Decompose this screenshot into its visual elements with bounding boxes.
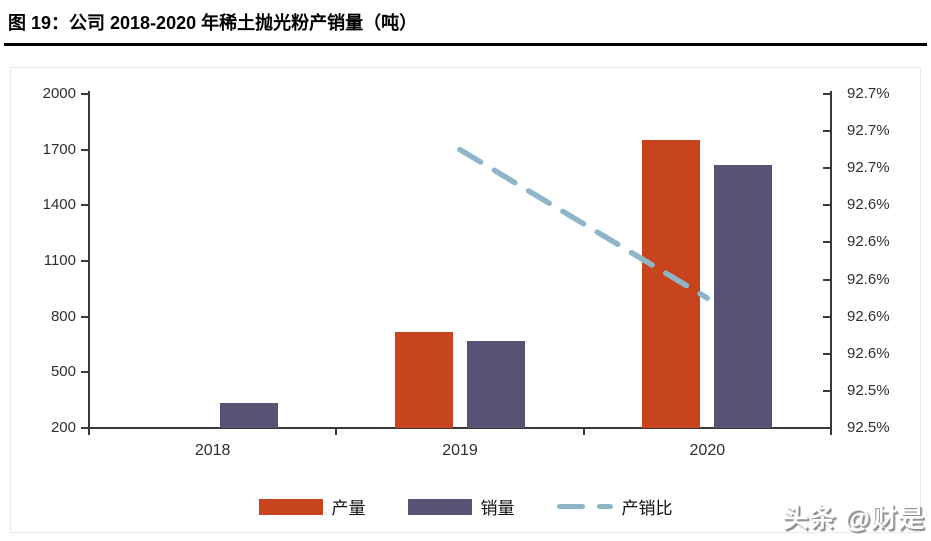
bottom-axis-line	[88, 427, 832, 429]
right-axis-tick	[823, 167, 831, 170]
ratio-line-swatch	[556, 504, 613, 509]
left-axis-tick	[81, 315, 89, 318]
right-axis-tick	[823, 204, 831, 207]
left-axis-tick-label: 200	[50, 419, 76, 436]
right-axis-tick	[823, 352, 831, 355]
x-axis-tick	[830, 428, 832, 435]
left-axis-tick-label: 1700	[42, 140, 76, 158]
left-axis-tick	[81, 93, 89, 95]
right-axis-tick-label: 92.6%	[847, 233, 890, 251]
right-axis-tick-label: 92.6%	[847, 307, 890, 325]
x-axis-tick	[335, 428, 338, 435]
bar-sales-2020	[714, 164, 773, 428]
x-axis-label: 2018	[194, 442, 231, 459]
left-axis-tick	[81, 204, 89, 207]
watermark: 头条 @财是	[782, 503, 925, 533]
x-axis-label: 2019	[442, 442, 478, 459]
right-axis-tick-label: 92.6%	[847, 270, 890, 288]
sales-swatch	[407, 498, 472, 515]
legend-item-sales: 销量	[407, 494, 515, 519]
bar-production-2020	[642, 140, 701, 428]
ratio-dash-icon	[556, 504, 585, 509]
right-axis-tick	[823, 315, 831, 318]
right-axis-tick-label: 92.6%	[847, 196, 890, 214]
right-axis-line	[830, 91, 832, 429]
x-axis-tick	[582, 428, 585, 435]
title-underline	[4, 43, 927, 46]
bar-sales-2018	[219, 402, 278, 428]
x-axis-tick	[88, 428, 90, 435]
left-axis-tick-label: 800	[50, 307, 76, 325]
right-axis-tick	[823, 278, 831, 281]
right-axis-tick-label: 92.6%	[847, 344, 890, 362]
ratio-dash-icon	[596, 504, 613, 509]
left-axis-tick	[81, 148, 89, 151]
legend-label-production: 产量	[331, 499, 366, 518]
bar-production-2019	[395, 331, 453, 428]
legend-label-sales: 销量	[480, 499, 515, 518]
left-axis-tick	[81, 260, 89, 262]
right-axis-tick-label: 92.7%	[847, 122, 890, 140]
legend-item-ratio: 产销比	[556, 494, 673, 519]
right-axis-tick	[823, 241, 831, 244]
right-axis-tick	[823, 427, 831, 429]
right-axis-tick-label: 92.5%	[847, 381, 890, 399]
production-swatch	[258, 498, 323, 515]
chart-legend: 产量 销量 产销比	[11, 494, 920, 519]
right-axis-tick	[823, 93, 831, 95]
left-axis-tick	[81, 371, 89, 374]
figure-title: 图 19：公司 2018-2020 年稀土抛光粉产销量（吨）	[8, 13, 418, 33]
legend-item-production: 产量	[258, 494, 366, 519]
left-axis-tick-label: 500	[50, 363, 76, 381]
right-axis-tick-label: 92.5%	[847, 419, 890, 436]
right-axis-tick-label: 92.7%	[847, 159, 890, 177]
ratio-line	[457, 146, 711, 301]
right-axis-tick-label: 92.7%	[847, 85, 890, 102]
chart-canvas: 2000 1700 1400 1100 800 500 200 92.7% 92.7% 92.7%…	[11, 68, 920, 532]
chart-panel: 2000 1700 1400 1100 800 500 200 92.7% 92.7% 92.7%…	[10, 67, 921, 533]
left-axis-tick-label: 1400	[42, 196, 76, 214]
bar-sales-2019	[467, 341, 525, 428]
left-axis-tick-label: 2000	[42, 85, 76, 102]
right-axis-tick	[823, 130, 831, 133]
x-axis-label: 2020	[689, 442, 726, 459]
left-axis-line	[88, 91, 90, 429]
left-axis-tick	[81, 427, 89, 429]
left-axis-tick-label: 1100	[43, 252, 76, 269]
legend-label-ratio: 产销比	[621, 499, 673, 518]
right-axis-tick	[823, 389, 831, 392]
